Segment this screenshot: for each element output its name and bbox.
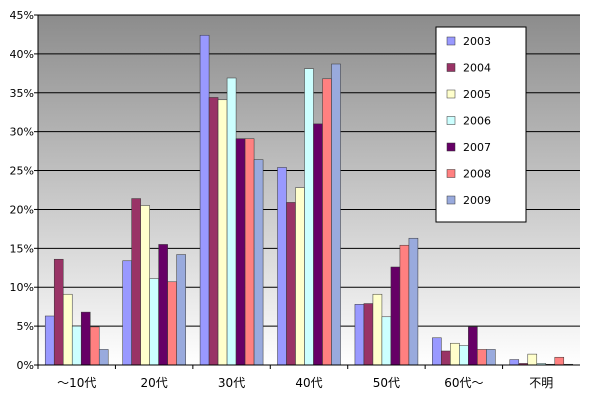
x-tick-label: 50代: [373, 376, 400, 390]
bar-2004: [53, 258, 64, 366]
bar-2003: [354, 304, 365, 366]
x-axis-ticks: ～10代 20代 30代 40代 50代 60代～ 不明: [37, 365, 553, 390]
bar-2007: [158, 244, 168, 366]
bar-2006: [149, 278, 159, 366]
bar-2005: [295, 187, 305, 366]
bar-2004: [286, 202, 296, 366]
bar-2009: [486, 349, 496, 366]
bar-2004: [131, 198, 141, 366]
bar-2006: [381, 316, 392, 366]
legend-swatch: [446, 169, 456, 178]
bar-2006: [71, 325, 82, 366]
bar-2005: [140, 205, 150, 366]
x-tick-label: ～10代: [57, 376, 96, 390]
legend-label: 2005: [463, 88, 491, 101]
legend-swatch: [446, 63, 456, 72]
bar-2008: [89, 326, 100, 366]
bar-2005: [450, 342, 460, 366]
bar-2003: [199, 34, 210, 366]
x-tick-label: 20代: [141, 376, 168, 390]
y-tick-label: 5%: [17, 320, 34, 333]
legend-label: 2007: [463, 141, 491, 154]
legend-label: 2009: [463, 194, 491, 207]
bar-2009: [253, 159, 264, 366]
bar-2007: [313, 123, 323, 366]
bar-2005: [372, 293, 383, 366]
bar-2008: [167, 281, 177, 366]
y-axis-ticks: 0% 5% 10% 15% 20% 25% 30% 35% 40% 45%: [10, 9, 38, 372]
bar-2004: [208, 97, 219, 366]
bar-2007: [468, 326, 478, 366]
y-tick-label: 40%: [10, 48, 34, 61]
bar-2009: [408, 237, 419, 366]
legend-label: 2004: [463, 62, 491, 75]
bar-2006: [459, 345, 469, 366]
x-tick-label: 不明: [529, 376, 553, 390]
bar-2004: [441, 350, 451, 366]
bar-2003: [509, 359, 520, 366]
legend-swatch: [446, 89, 456, 99]
bar-2004: [363, 303, 374, 366]
bars: [44, 34, 574, 366]
legend-label: 2008: [463, 168, 491, 181]
bar-2008: [399, 244, 410, 366]
y-tick-label: 25%: [10, 165, 34, 178]
y-tick-label: 0%: [17, 359, 34, 372]
bar-2008: [244, 138, 255, 366]
bar-2006: [304, 68, 314, 366]
legend-swatch: [446, 116, 456, 125]
bar-2005: [527, 353, 538, 366]
bar-2003: [432, 337, 442, 366]
bar-2008: [477, 349, 487, 366]
legend-swatch: [446, 142, 456, 152]
legend-label: 2003: [463, 35, 491, 48]
y-tick-label: 15%: [10, 242, 34, 255]
y-tick-label: 30%: [10, 126, 34, 139]
bar-2008: [322, 78, 332, 366]
bar-2009: [98, 349, 109, 366]
x-tick-label: 30代: [218, 376, 245, 390]
bar-2003: [277, 167, 287, 366]
y-tick-label: 10%: [10, 281, 34, 294]
bar-2003: [122, 260, 132, 366]
bar-2008: [554, 356, 565, 366]
legend-label: 2006: [463, 115, 491, 128]
y-tick-label: 35%: [10, 87, 34, 100]
bar-2009: [331, 63, 341, 366]
bar-2005: [62, 293, 73, 366]
bar-2007: [235, 138, 246, 366]
bar-2006: [226, 77, 237, 366]
bar-2003: [44, 315, 55, 366]
legend: 2003 2004 2005 2006 2007 2008 2009: [435, 26, 527, 223]
bar-2005: [217, 99, 228, 366]
bar-2007: [390, 266, 401, 366]
bar-2007: [80, 311, 91, 366]
bar-2009: [176, 254, 186, 366]
x-tick-label: 40代: [295, 376, 322, 390]
legend-swatch: [446, 36, 456, 46]
legend-swatch: [446, 195, 456, 205]
y-tick-label: 20%: [10, 203, 34, 216]
x-tick-label: 60代～: [444, 376, 483, 390]
y-tick-label: 45%: [10, 9, 34, 22]
